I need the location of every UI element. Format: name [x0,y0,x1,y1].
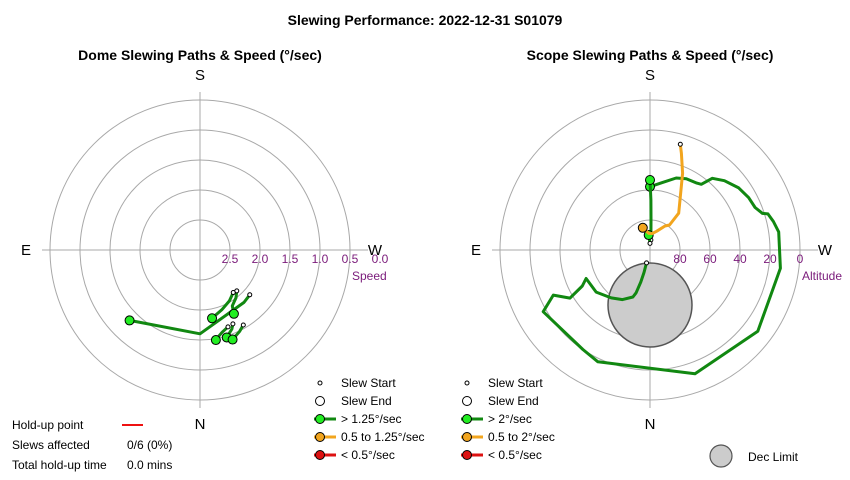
dome-legend-end-icon [315,396,325,406]
scope-direction-north: N [645,416,656,433]
dec-limit-zone [607,262,693,348]
scope-legend-slow-marker-icon [462,450,472,460]
dome-legend-start-icon [317,380,323,386]
scope-tick-label: 40 [733,252,747,266]
scope-slew-end-marker [677,141,683,147]
dome-direction-south: S [195,67,205,84]
holdup-point-label: Hold-up point [12,418,84,432]
scope-grid [492,92,818,408]
scope-slew-path [641,142,685,235]
scope-legend-label: Slew End [488,394,539,408]
scope-radial-axis-label: Altitude [802,269,842,283]
scope-direction-south: S [645,67,655,84]
dome-slew-end-marker [230,321,236,327]
dome-legend-fast-marker-icon [315,414,325,424]
dome-slew-start-marker [207,313,218,324]
total-holdup-label: Total hold-up time [12,458,107,472]
dome-tick-label: 0.5 [342,252,359,266]
dome-legend: Slew Start Slew End > 1.25°/sec 0.5 to 1.25… [314,376,425,462]
scope-slew-path [648,178,653,242]
scope-slew-path [541,176,782,376]
dome-polar-chart: Dome Slewing Paths & Speed (°/sec) S N E… [21,47,389,433]
dome-direction-east: E [21,242,31,259]
dome-slew-end-marker [240,322,246,328]
dome-slew-end-marker [247,292,253,298]
dec-limit-legend: Dec Limit [709,444,799,468]
scope-legend-start-icon [464,380,470,386]
total-holdup-value: 0.0 mins [127,458,172,472]
scope-legend-label: 0.5 to 2°/sec [488,430,555,444]
dome-slew-start-marker [227,334,238,345]
dome-tick-label: 2.0 [252,252,269,266]
slews-affected-label: Slews affected [12,438,90,452]
dome-slew-paths [124,288,253,346]
scope-legend-label: > 2°/sec [488,412,532,426]
holdup-summary: Hold-up point Slews affected 0/6 (0%) To… [12,418,172,472]
scope-legend-mid-marker-icon [462,432,472,442]
dome-slew-start-marker [210,335,221,346]
dome-direction-north: N [195,416,206,433]
dome-radial-axis-label: Speed [352,269,387,283]
dome-radial-ticks: 2.5 2.0 1.5 1.0 0.5 0.0 [222,252,389,266]
figure-title: Slewing Performance: 2022-12-31 S01079 [288,12,563,28]
scope-slew-end-marker [644,260,650,266]
dome-legend-label: 0.5 to 1.25°/sec [341,430,425,444]
scope-legend: Slew Start Slew End > 2°/sec 0.5 to 2°/sec <… [461,376,555,462]
dome-legend-label: < 0.5°/sec [341,448,395,462]
scope-legend-fast-marker-icon [462,414,472,424]
slews-affected-value: 0/6 (0%) [127,438,172,452]
dome-slew-start-marker [228,308,239,319]
dome-slew-path [210,291,235,320]
dome-slew-start-marker [124,315,135,326]
scope-slew-start-marker [645,175,655,185]
scope-slew-end-marker [647,240,653,246]
scope-slew-start-marker [637,222,648,233]
dome-tick-label: 0.0 [372,252,389,266]
dome-legend-label: Slew End [341,394,392,408]
scope-chart-title: Scope Slewing Paths & Speed (°/sec) [527,47,774,63]
dome-slew-path [128,293,252,336]
dome-legend-mid-marker-icon [315,432,325,442]
scope-direction-east: E [471,242,481,259]
scope-polar-chart: Scope Slewing Paths & Speed (°/sec) S N … [471,47,842,433]
scope-legend-label: Slew Start [488,376,543,390]
dome-tick-label: 2.5 [222,252,239,266]
scope-legend-label: < 0.5°/sec [488,448,542,462]
scope-tick-label: 60 [703,252,717,266]
dome-direction-west: W [368,242,383,259]
dome-grid [42,92,368,408]
scope-tick-label: 80 [673,252,687,266]
dec-limit-label: Dec Limit [748,450,799,464]
scope-slew-paths [541,141,782,376]
dome-tick-label: 1.0 [312,252,329,266]
dome-chart-title: Dome Slewing Paths & Speed (°/sec) [78,47,322,63]
dome-tick-label: 1.5 [282,252,299,266]
scope-legend-end-icon [462,396,472,406]
dome-slew-end-marker [230,290,236,296]
dome-legend-slow-marker-icon [315,450,325,460]
scope-radial-ticks: 80 60 40 20 0 [673,252,803,266]
dec-limit-swatch-icon [709,444,733,468]
dome-slew-end-marker [225,324,231,330]
dome-legend-label: > 1.25°/sec [341,412,402,426]
scope-tick-label: 0 [797,252,804,266]
scope-direction-west: W [818,242,833,259]
scope-tick-label: 20 [763,252,777,266]
dome-legend-label: Slew Start [341,376,396,390]
